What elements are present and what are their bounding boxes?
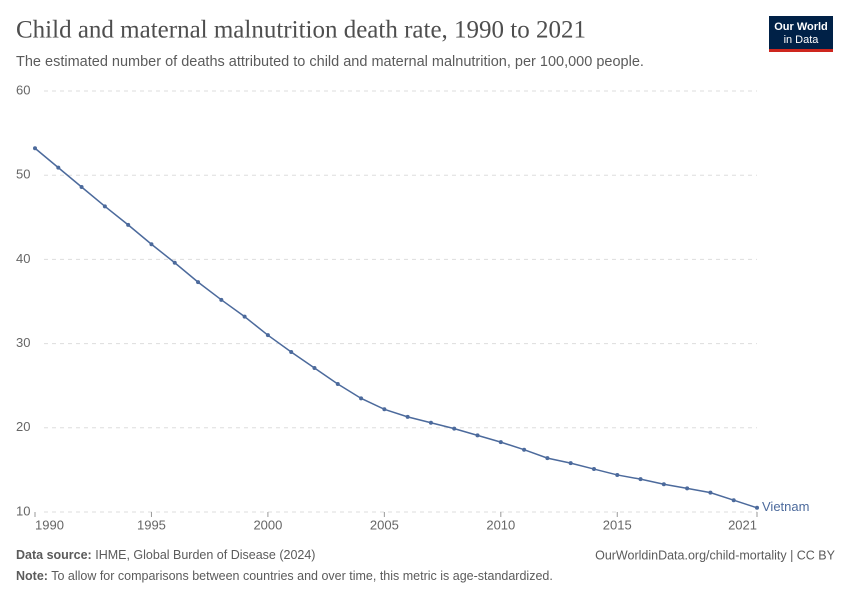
point xyxy=(545,456,550,461)
y-tick-label: 60 xyxy=(16,82,30,97)
logo-box xyxy=(769,16,833,52)
point xyxy=(33,146,37,151)
x-tick-label: 1990 xyxy=(35,517,64,532)
logo-bar xyxy=(769,49,833,52)
source-url[interactable]: OurWorldinData.org/child-mortality | CC … xyxy=(595,548,836,562)
point xyxy=(685,486,690,491)
point xyxy=(126,222,131,227)
point xyxy=(638,477,643,482)
line xyxy=(34,147,758,509)
point xyxy=(56,165,61,170)
series-label: Vietnam xyxy=(762,499,809,514)
source-label: Data source: xyxy=(16,548,92,562)
point xyxy=(102,204,107,209)
source-text: IHME, Global Burden of Disease (2024) xyxy=(95,548,315,562)
point xyxy=(755,505,759,510)
x-tick-label: 2015 xyxy=(603,517,632,532)
x-tick-label: 1995 xyxy=(137,517,166,532)
y-tick-label: 20 xyxy=(16,419,30,434)
logo[interactable]: Our World in Data xyxy=(769,16,833,52)
point xyxy=(219,297,224,302)
y-tick-label: 50 xyxy=(16,167,30,182)
point xyxy=(265,333,270,338)
x-tick-label: 2021 xyxy=(728,517,757,532)
point xyxy=(428,420,433,425)
x-tick-label: 2000 xyxy=(253,517,282,532)
chart-title: Child and maternal malnutrition death ra… xyxy=(16,17,586,44)
y-tick-label: 40 xyxy=(16,251,30,266)
point xyxy=(615,472,620,477)
logo-text: in Data xyxy=(784,34,820,46)
point xyxy=(708,490,713,495)
y-tick-label: 10 xyxy=(16,503,30,518)
point xyxy=(475,433,480,438)
point xyxy=(172,260,177,265)
note: Note: To allow for comparisons between c… xyxy=(16,569,553,583)
point xyxy=(522,447,527,452)
point xyxy=(242,314,247,319)
point xyxy=(149,242,154,247)
point xyxy=(591,467,596,472)
point xyxy=(731,498,736,503)
point xyxy=(312,366,317,371)
x-tick-label: 2005 xyxy=(370,517,399,532)
point xyxy=(359,396,364,401)
point xyxy=(382,407,387,412)
point xyxy=(196,280,201,285)
x-tick-label: 2010 xyxy=(486,517,515,532)
logo-text: Our World xyxy=(774,21,828,33)
point xyxy=(568,461,573,466)
source: Data source: IHME, Global Burden of Dise… xyxy=(16,548,315,562)
point xyxy=(405,414,410,419)
point xyxy=(661,482,666,487)
note-label: Note: xyxy=(16,569,48,583)
point xyxy=(79,184,84,189)
point xyxy=(289,350,294,355)
chart-subtitle: The estimated number of deaths attribute… xyxy=(16,54,644,70)
point xyxy=(452,426,457,431)
y-tick-label: 30 xyxy=(16,335,30,350)
point xyxy=(498,440,503,445)
note-text: To allow for comparisons between countri… xyxy=(51,569,553,583)
point xyxy=(335,382,340,387)
